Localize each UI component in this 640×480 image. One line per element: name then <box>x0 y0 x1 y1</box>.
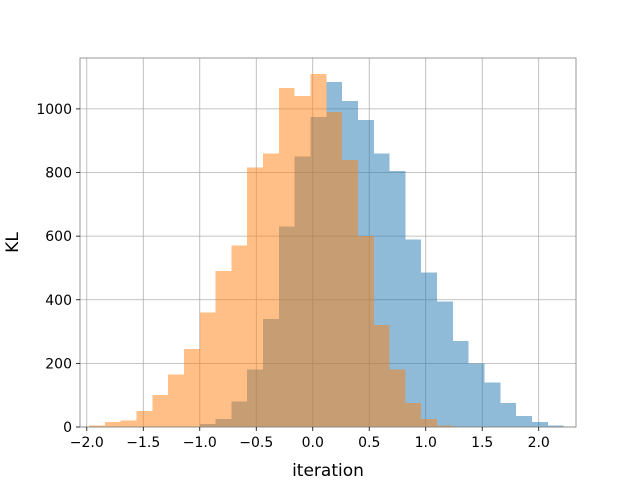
histogram-bar <box>357 236 374 427</box>
plot-frame <box>79 57 577 428</box>
histogram-bar <box>168 374 184 427</box>
histogram-bar <box>342 159 358 428</box>
histogram-bar <box>437 425 453 427</box>
histogram-bar <box>310 73 327 427</box>
series-1-bars <box>89 73 453 428</box>
histogram-bar <box>231 245 248 427</box>
histogram-bar <box>421 272 438 427</box>
histogram-bar <box>405 239 422 427</box>
x-tick-label: 2.0 <box>528 435 550 451</box>
histogram-bar <box>531 422 548 427</box>
x-tick-label: −2.0 <box>70 435 104 451</box>
histogram-bar <box>468 363 485 427</box>
histogram-bar <box>263 153 279 427</box>
x-tick-label: 1.0 <box>415 435 437 451</box>
y-tick-label: 0 <box>63 420 72 436</box>
y-axis-ticks: 0 200 400 600 800 1000 <box>36 102 80 436</box>
y-axis-label: KL <box>3 232 23 253</box>
histogram-bar <box>547 425 564 427</box>
y-tick-label: 400 <box>45 293 72 309</box>
histogram-bar <box>452 341 469 427</box>
x-tick-label: −1.5 <box>126 435 160 451</box>
histogram-bar <box>373 325 390 427</box>
histogram-bar <box>104 422 121 427</box>
y-tick-label: 1000 <box>36 102 72 118</box>
histogram-bar <box>437 301 453 427</box>
y-tick-label: 200 <box>45 356 72 372</box>
x-axis-ticks: −2.0 −1.5 −1.0 −0.5 0.0 0.5 1.0 1.5 2.0 <box>70 427 550 451</box>
histogram-bar <box>405 403 422 427</box>
x-tick-label: 0.0 <box>302 435 324 451</box>
x-tick-label: −1.0 <box>183 435 217 451</box>
histogram-bar <box>215 271 232 427</box>
histogram-bar <box>389 369 406 427</box>
x-axis-label: iteration <box>292 461 364 480</box>
histogram-bar <box>278 88 295 428</box>
histogram-bar <box>389 170 406 427</box>
x-tick-label: −0.5 <box>239 435 273 451</box>
histogram-bar <box>326 112 343 428</box>
histogram-bar <box>500 403 517 427</box>
x-tick-label: 1.5 <box>471 435 493 451</box>
histogram-bar <box>294 96 311 427</box>
histogram-bar <box>120 420 137 427</box>
histogram-bar <box>199 312 216 427</box>
bars-layer <box>89 73 564 428</box>
histogram-bar <box>484 382 501 427</box>
histogram-bar <box>516 415 532 427</box>
histogram-bar <box>136 411 153 427</box>
histogram-bar <box>421 419 438 427</box>
histogram-bar <box>247 167 264 427</box>
histogram-bar <box>89 425 105 427</box>
histogram-bar <box>152 395 169 427</box>
x-tick-label: 0.5 <box>358 435 380 451</box>
y-tick-label: 800 <box>45 166 72 182</box>
histogram-bar <box>183 349 200 427</box>
y-tick-label: 600 <box>45 229 72 245</box>
